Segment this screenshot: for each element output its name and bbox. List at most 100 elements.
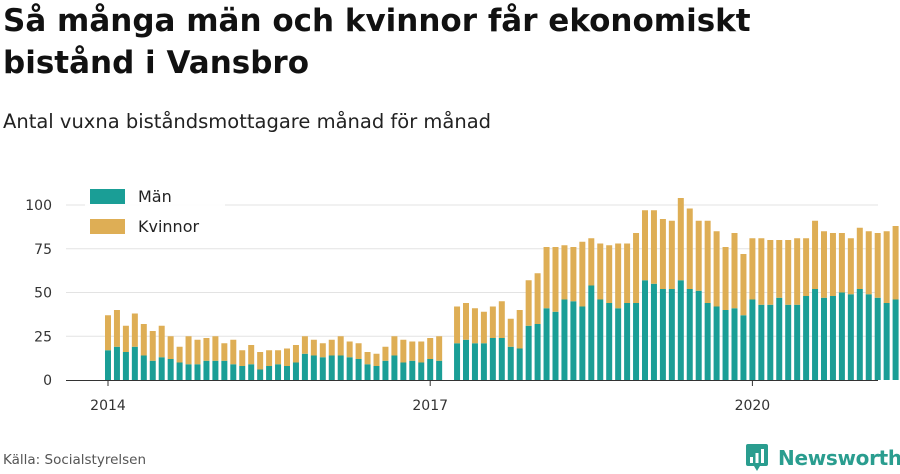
bar-man — [561, 299, 568, 380]
bar-man — [185, 364, 192, 380]
bar-woman — [328, 339, 335, 356]
bar-man — [373, 366, 380, 380]
bar-woman — [471, 308, 478, 344]
y-tick-label: 100 — [25, 198, 52, 214]
bar-woman — [650, 210, 657, 284]
bar-man — [266, 366, 273, 380]
bar-man — [328, 355, 335, 380]
bar-woman — [794, 238, 801, 305]
legend-label: Män — [138, 187, 172, 206]
bar-woman — [624, 243, 631, 303]
bar-woman — [704, 220, 711, 303]
bar-woman — [194, 339, 201, 365]
bar-woman — [633, 233, 640, 303]
bar-man — [856, 289, 863, 380]
bar-woman — [498, 301, 505, 338]
bar-woman — [275, 350, 282, 365]
newsworthy-logo-icon — [746, 444, 768, 471]
bar-woman — [436, 336, 443, 361]
bar-woman — [113, 310, 120, 347]
bar-man — [865, 294, 872, 380]
x-tick-label: 2020 — [735, 398, 771, 414]
bar-woman — [266, 350, 273, 366]
bar-man — [301, 353, 308, 380]
bar-man — [167, 359, 174, 380]
bar-man — [400, 362, 407, 380]
bar-man — [838, 292, 845, 380]
bar-woman — [489, 306, 496, 338]
bar-woman — [105, 315, 111, 351]
bar-man — [892, 299, 899, 380]
bar-woman — [892, 226, 899, 300]
bar-woman — [731, 233, 738, 309]
bar-man — [194, 364, 201, 380]
bar-woman — [677, 198, 684, 281]
bar-woman — [301, 336, 308, 354]
bar-man — [847, 294, 854, 380]
bar-man — [642, 280, 648, 380]
bar-woman — [570, 247, 577, 302]
x-tick-label: 2014 — [90, 398, 126, 414]
bar-woman — [847, 238, 854, 295]
bar-man — [803, 296, 810, 380]
bar-woman — [212, 336, 219, 361]
bar-man — [131, 346, 138, 380]
bar-woman — [364, 352, 371, 365]
bar-woman — [758, 238, 765, 305]
bar-man — [337, 355, 344, 380]
bar-man — [570, 301, 577, 380]
bar-woman — [310, 339, 317, 356]
bar-man — [176, 362, 183, 380]
bar-man — [158, 357, 165, 380]
bar-man — [758, 304, 765, 380]
bar-woman — [122, 325, 129, 352]
bar-woman — [176, 346, 183, 363]
bar-man — [391, 355, 398, 380]
bar-man — [525, 325, 532, 380]
bar-man — [310, 355, 317, 380]
bar-man — [275, 364, 282, 380]
bar-man — [821, 297, 827, 380]
bar-man — [427, 359, 434, 380]
bar-man — [292, 362, 299, 380]
brand-logo[interactable]: Newsworthy — [744, 443, 900, 473]
bar-man — [463, 339, 469, 380]
bar-woman — [829, 233, 836, 296]
bar-woman — [686, 208, 693, 289]
bar-woman — [597, 243, 604, 300]
bar-woman — [158, 325, 165, 358]
bar-woman — [722, 247, 729, 310]
bar-woman — [525, 280, 532, 326]
bar-man — [364, 364, 371, 380]
y-tick-label: 50 — [34, 286, 52, 302]
bar-woman — [454, 306, 461, 344]
y-tick-label: 0 — [43, 373, 52, 389]
bar-man — [713, 306, 720, 380]
bar-woman — [803, 238, 810, 296]
bar-woman — [534, 273, 541, 324]
bar-man — [284, 366, 290, 380]
chart-title: Så många män och kvinnor får ekonomiskt … — [3, 3, 751, 81]
bar-man — [794, 304, 801, 380]
bar-woman — [355, 343, 362, 359]
bar-man — [230, 364, 237, 380]
bar-man — [633, 303, 640, 380]
source-note: Källa: Socialstyrelsen — [3, 452, 147, 468]
bar-woman — [776, 240, 783, 298]
chart-subtitle: Antal vuxna biståndsmottagare månad för … — [3, 110, 492, 133]
bar-man — [436, 360, 443, 380]
bar-woman — [400, 339, 407, 363]
brand-name: Newsworthy — [778, 446, 900, 470]
legend-label: Kvinnor — [138, 217, 199, 236]
bar-man — [122, 352, 129, 380]
bar-woman — [588, 238, 595, 286]
bar-woman — [140, 324, 147, 356]
bar-woman — [248, 345, 255, 365]
bar-man — [659, 289, 666, 380]
bar-man — [346, 357, 353, 380]
bar-woman — [507, 318, 514, 347]
bar-man — [507, 346, 514, 380]
bar-man — [695, 290, 702, 380]
bar-man — [883, 303, 890, 380]
